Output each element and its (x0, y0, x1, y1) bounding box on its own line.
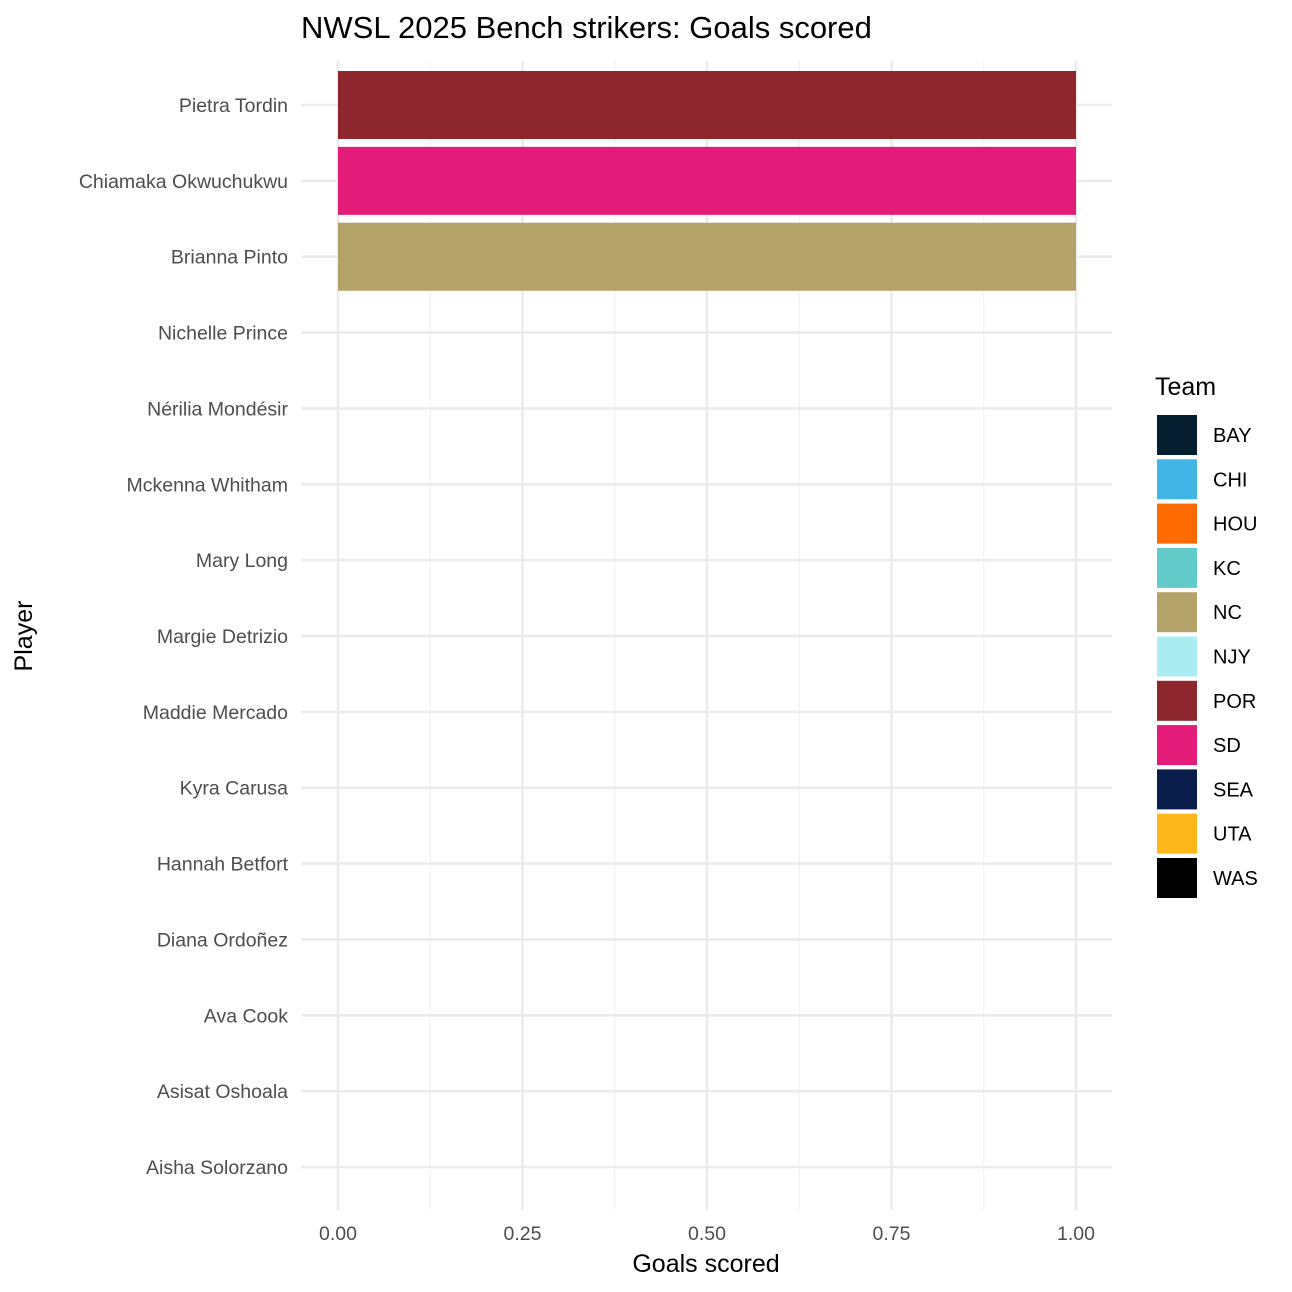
legend-swatch (1157, 503, 1197, 544)
x-axis-title: Goals scored (632, 1250, 779, 1278)
y-tick-label: Brianna Pinto (171, 247, 288, 269)
legend-swatch (1157, 459, 1197, 500)
x-tick-labels: 0.00 0.25 0.50 0.75 1.00 (319, 1223, 1095, 1245)
y-tick-label: Mary Long (196, 550, 288, 572)
y-tick-label: Margie Detrizio (157, 626, 288, 648)
legend-item: CHI (1157, 459, 1247, 500)
bar-por (338, 71, 1076, 139)
legend-swatch (1157, 858, 1197, 898)
legend-title: Team (1155, 373, 1216, 401)
legend: Team BAY CHI HOU KC NC NJY POR SD SEA UTA WAS (1155, 373, 1258, 898)
legend-label: HOU (1213, 514, 1257, 536)
y-tick-label: Asisat Oshoala (157, 1081, 288, 1103)
y-tick-label: Ava Cook (204, 1005, 288, 1027)
legend-swatch (1157, 725, 1197, 766)
legend-label: CHI (1213, 469, 1247, 491)
y-tick-label: Aisha Solorzano (146, 1157, 288, 1179)
y-tick-label: Nérilia Mondésir (147, 398, 288, 420)
x-tick-label: 0.50 (688, 1223, 726, 1245)
y-tick-label: Hannah Betfort (157, 854, 289, 876)
legend-label: NC (1213, 602, 1242, 624)
x-tick-label: 1.00 (1057, 1223, 1095, 1245)
legend-swatch (1157, 813, 1197, 854)
legend-label: SEA (1213, 779, 1254, 801)
legend-label: POR (1213, 691, 1256, 713)
legend-item: WAS (1157, 858, 1258, 898)
legend-item: UTA (1157, 813, 1252, 854)
legend-item: POR (1157, 680, 1256, 721)
legend-label: UTA (1213, 824, 1252, 846)
y-tick-label: Nichelle Prince (158, 323, 288, 345)
bars (338, 71, 1076, 291)
legend-label: KC (1213, 558, 1241, 580)
y-tick-label: Chiamaka Okwuchukwu (79, 171, 288, 193)
legend-swatch (1157, 636, 1197, 677)
legend-item: NJY (1157, 636, 1251, 677)
legend-item: HOU (1157, 503, 1257, 544)
legend-swatch (1157, 592, 1197, 633)
legend-label: BAY (1213, 425, 1252, 447)
x-tick-label: 0.25 (504, 1223, 542, 1245)
legend-label: SD (1213, 735, 1241, 757)
legend-label: WAS (1213, 868, 1258, 890)
legend-item: SEA (1157, 769, 1254, 810)
y-tick-label: Pietra Tordin (179, 95, 288, 117)
legend-swatch (1157, 415, 1197, 455)
legend-items: BAY CHI HOU KC NC NJY POR SD SEA UTA WAS (1157, 415, 1258, 898)
y-axis-title: Player (10, 601, 38, 672)
x-tick-label: 0.75 (873, 1223, 911, 1245)
legend-item: NC (1157, 592, 1242, 633)
y-tick-label: Mckenna Whitham (127, 474, 288, 496)
bar-nc (338, 222, 1076, 291)
legend-swatch (1157, 769, 1197, 810)
chart-title: NWSL 2025 Bench strikers: Goals scored (301, 10, 872, 45)
legend-item: BAY (1157, 415, 1252, 455)
legend-item: SD (1157, 725, 1241, 766)
bar-sd (338, 146, 1076, 215)
x-tick-label: 0.00 (319, 1223, 357, 1245)
legend-swatch (1157, 680, 1197, 721)
y-tick-label: Diana Ordoñez (157, 929, 288, 951)
legend-item: KC (1157, 547, 1241, 588)
y-tick-label: Kyra Carusa (180, 778, 289, 800)
y-tick-label: Maddie Mercado (143, 702, 288, 724)
legend-swatch (1157, 547, 1197, 588)
legend-label: NJY (1213, 647, 1251, 669)
y-tick-labels: Pietra Tordin Chiamaka Okwuchukwu Brianna … (79, 95, 289, 1179)
